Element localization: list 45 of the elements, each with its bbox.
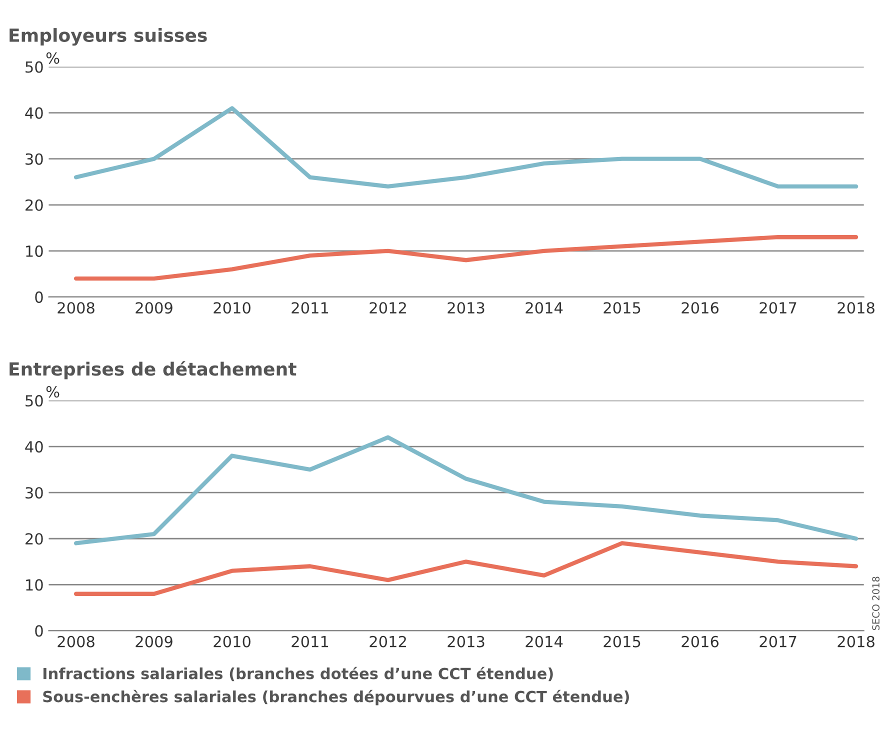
x-tick-label: 2017 <box>760 636 796 648</box>
x-tick-label: 2008 <box>58 302 94 314</box>
x-tick-label: 2012 <box>370 636 406 648</box>
x-tick-label: 2011 <box>292 302 328 314</box>
chart-title: Entreprises de détachement <box>10 361 296 380</box>
y-tick-label: 0 <box>35 625 43 637</box>
line-series <box>74 435 858 546</box>
x-tick-label: 2011 <box>292 636 328 648</box>
x-tick-label: 2010 <box>214 636 250 648</box>
legend-label: Sous-enchères salariales (branches dépourvues d’une CCT étendue) <box>43 690 629 706</box>
x-tick-label: 2012 <box>370 302 406 314</box>
x-tick-label: 2014 <box>526 302 563 314</box>
x-tick-label: 2008 <box>58 636 94 648</box>
x-tick-label: 2015 <box>604 302 640 314</box>
x-tick-label: 2018 <box>838 636 874 648</box>
chart-title: Employeurs suisses <box>10 28 207 46</box>
text: SECO 2018 <box>872 576 880 630</box>
x-tick-label: 2013 <box>448 636 484 648</box>
x-tick-label: 2016 <box>682 636 719 648</box>
y-tick-label: 40 <box>25 107 43 119</box>
x-tick-label: 2009 <box>136 302 172 314</box>
x-tick-label: 2017 <box>760 302 796 314</box>
legend-label: Infractions salariales (branches dotées d’une CCT étendue) <box>43 666 553 682</box>
x-tick-label: 2016 <box>682 302 719 314</box>
y-tick-label: 50 <box>26 394 43 407</box>
line-series <box>74 106 858 189</box>
x-tick-label: 2009 <box>136 636 172 648</box>
x-tick-label: 2014 <box>526 636 563 648</box>
y-axis-title: % <box>46 52 60 64</box>
y-tick-label: 50 <box>26 61 43 73</box>
y-tick-label: 20 <box>26 533 43 545</box>
x-tick-label: 2013 <box>448 302 484 314</box>
y-axis-title: % <box>46 386 60 398</box>
y-tick-label: 10 <box>26 579 43 591</box>
y-tick-label: 10 <box>26 245 43 257</box>
x-tick-label: 2010 <box>214 302 250 314</box>
y-tick-label: 30 <box>26 487 43 499</box>
y-tick-label: 30 <box>26 153 43 165</box>
y-tick-label: 0 <box>35 291 43 303</box>
line-series <box>74 235 858 281</box>
line-series <box>74 541 858 596</box>
y-tick-label: 20 <box>26 199 43 211</box>
y-tick-label: 40 <box>25 441 43 453</box>
x-tick-label: 2015 <box>604 636 640 648</box>
x-tick-label: 2018 <box>838 302 874 314</box>
